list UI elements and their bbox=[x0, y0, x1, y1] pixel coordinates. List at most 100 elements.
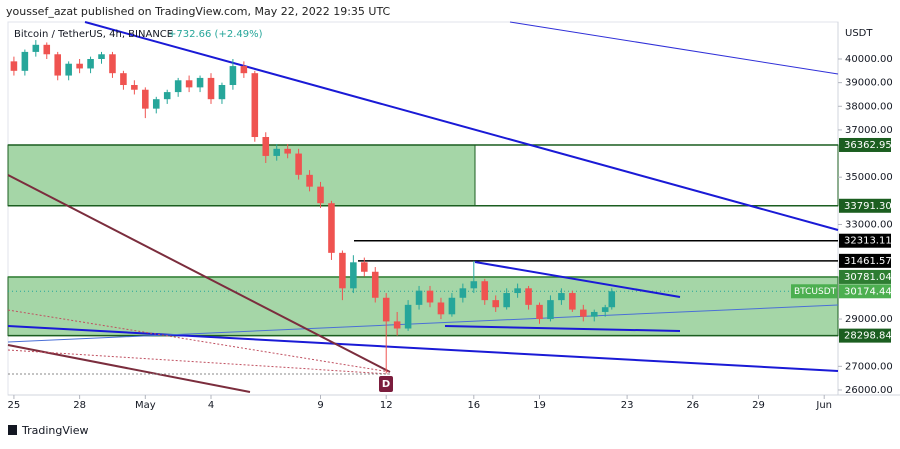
y-tick-label: 27000.00 bbox=[845, 361, 893, 372]
logo: TradingView bbox=[8, 424, 88, 437]
zones bbox=[7, 144, 839, 337]
channel-line bbox=[444, 325, 681, 332]
trend-line bbox=[7, 325, 839, 372]
candle-body bbox=[536, 304, 543, 320]
level-label: 32313.11 bbox=[844, 236, 892, 247]
symbol-tag: BTCUSDT bbox=[794, 287, 837, 297]
candle-body bbox=[251, 73, 259, 138]
candle-body bbox=[240, 66, 248, 74]
y-tick-label: 38000.00 bbox=[845, 101, 893, 112]
x-tick-label: 12 bbox=[380, 400, 393, 411]
candle-body bbox=[328, 203, 335, 253]
candle-body bbox=[152, 99, 160, 109]
candle-body bbox=[547, 300, 554, 320]
level-badge bbox=[839, 137, 891, 152]
candle-body bbox=[284, 148, 291, 154]
candle-body bbox=[601, 307, 609, 312]
candle-body bbox=[185, 80, 193, 88]
candle-body bbox=[558, 293, 565, 301]
y-tick-label: 26000.00 bbox=[845, 385, 893, 396]
y-tick-label: 39000.00 bbox=[845, 78, 893, 89]
candle-body bbox=[514, 288, 521, 294]
candle-body bbox=[262, 137, 270, 156]
dotted-line bbox=[7, 309, 391, 373]
y-tick-label: 29000.00 bbox=[845, 314, 893, 325]
y-axis-label: USDT bbox=[845, 28, 873, 39]
candle-body bbox=[503, 293, 510, 308]
x-tick-label: 26 bbox=[686, 400, 699, 411]
candle-body bbox=[459, 288, 467, 298]
candle-body bbox=[590, 311, 598, 317]
candle-body bbox=[415, 290, 423, 305]
candles bbox=[10, 40, 616, 374]
logo-icon bbox=[8, 425, 17, 435]
candle-body bbox=[174, 80, 182, 93]
candle-body bbox=[10, 61, 18, 71]
trend-line bbox=[509, 21, 839, 75]
candle-body bbox=[295, 153, 302, 175]
candle-body bbox=[382, 297, 390, 322]
candle-body bbox=[163, 92, 171, 100]
y-tick-label: 40000.00 bbox=[845, 54, 893, 65]
x-tick-label: May bbox=[135, 400, 156, 411]
candle-body bbox=[131, 85, 138, 90]
candle-body bbox=[207, 77, 215, 100]
x-tick-label: 23 bbox=[621, 400, 634, 411]
zone bbox=[7, 276, 839, 337]
candle-body bbox=[273, 148, 280, 156]
candle-body bbox=[361, 262, 368, 272]
candle-body bbox=[218, 85, 226, 100]
level-label: 30781.04 bbox=[844, 272, 892, 283]
candle-body bbox=[569, 293, 576, 310]
change: +732.66 (+2.49%) bbox=[168, 29, 263, 40]
symbol-tag-badge bbox=[791, 284, 837, 299]
footer: TradingView bbox=[21, 424, 88, 437]
candle-body bbox=[142, 89, 149, 109]
candle-body bbox=[229, 66, 237, 86]
candle-body bbox=[525, 288, 532, 305]
trend-line bbox=[84, 21, 839, 231]
candle-body bbox=[54, 54, 61, 76]
zone bbox=[7, 144, 476, 207]
level-badge bbox=[839, 253, 891, 268]
trend-line bbox=[7, 304, 839, 343]
x-tick-label: 16 bbox=[467, 400, 480, 411]
candle-body bbox=[21, 51, 29, 71]
y-tick-label: 37000.00 bbox=[845, 125, 893, 136]
candle-body bbox=[32, 44, 40, 52]
candle-body bbox=[120, 73, 127, 86]
trend-lines bbox=[7, 21, 839, 393]
level-label: 31461.57 bbox=[844, 256, 892, 267]
candle-body bbox=[448, 297, 456, 315]
x-tick-label: 9 bbox=[317, 400, 323, 411]
candle-body bbox=[76, 63, 83, 69]
candle-body bbox=[339, 252, 346, 289]
level-badge bbox=[839, 233, 891, 248]
x-tick-label: 25 bbox=[8, 400, 21, 411]
candle-body bbox=[481, 281, 489, 301]
level-label: 36362.95 bbox=[844, 140, 892, 151]
candle-body bbox=[350, 262, 357, 289]
level-label: 28298.84 bbox=[844, 331, 892, 342]
x-tick-label: 4 bbox=[208, 400, 214, 411]
x-tick-label: 28 bbox=[73, 400, 86, 411]
level-badge bbox=[839, 284, 891, 299]
candle-body bbox=[65, 63, 72, 76]
level-badge bbox=[839, 269, 891, 284]
candle-body bbox=[196, 77, 204, 88]
candle-body bbox=[317, 186, 324, 204]
candle-body bbox=[43, 44, 51, 55]
candle-body bbox=[437, 302, 445, 315]
header: youssef_azat published on TradingView.co… bbox=[6, 5, 391, 18]
level-badge bbox=[839, 328, 891, 343]
candle-body bbox=[98, 54, 105, 59]
candle-body bbox=[426, 290, 434, 303]
x-tick-label: 19 bbox=[533, 400, 546, 411]
marker-badge bbox=[379, 376, 393, 392]
candle-body bbox=[608, 291, 616, 308]
channel-line bbox=[474, 261, 681, 298]
zone-extension bbox=[474, 144, 839, 207]
x-tick-label: 29 bbox=[752, 400, 765, 411]
candle-body bbox=[306, 174, 313, 187]
